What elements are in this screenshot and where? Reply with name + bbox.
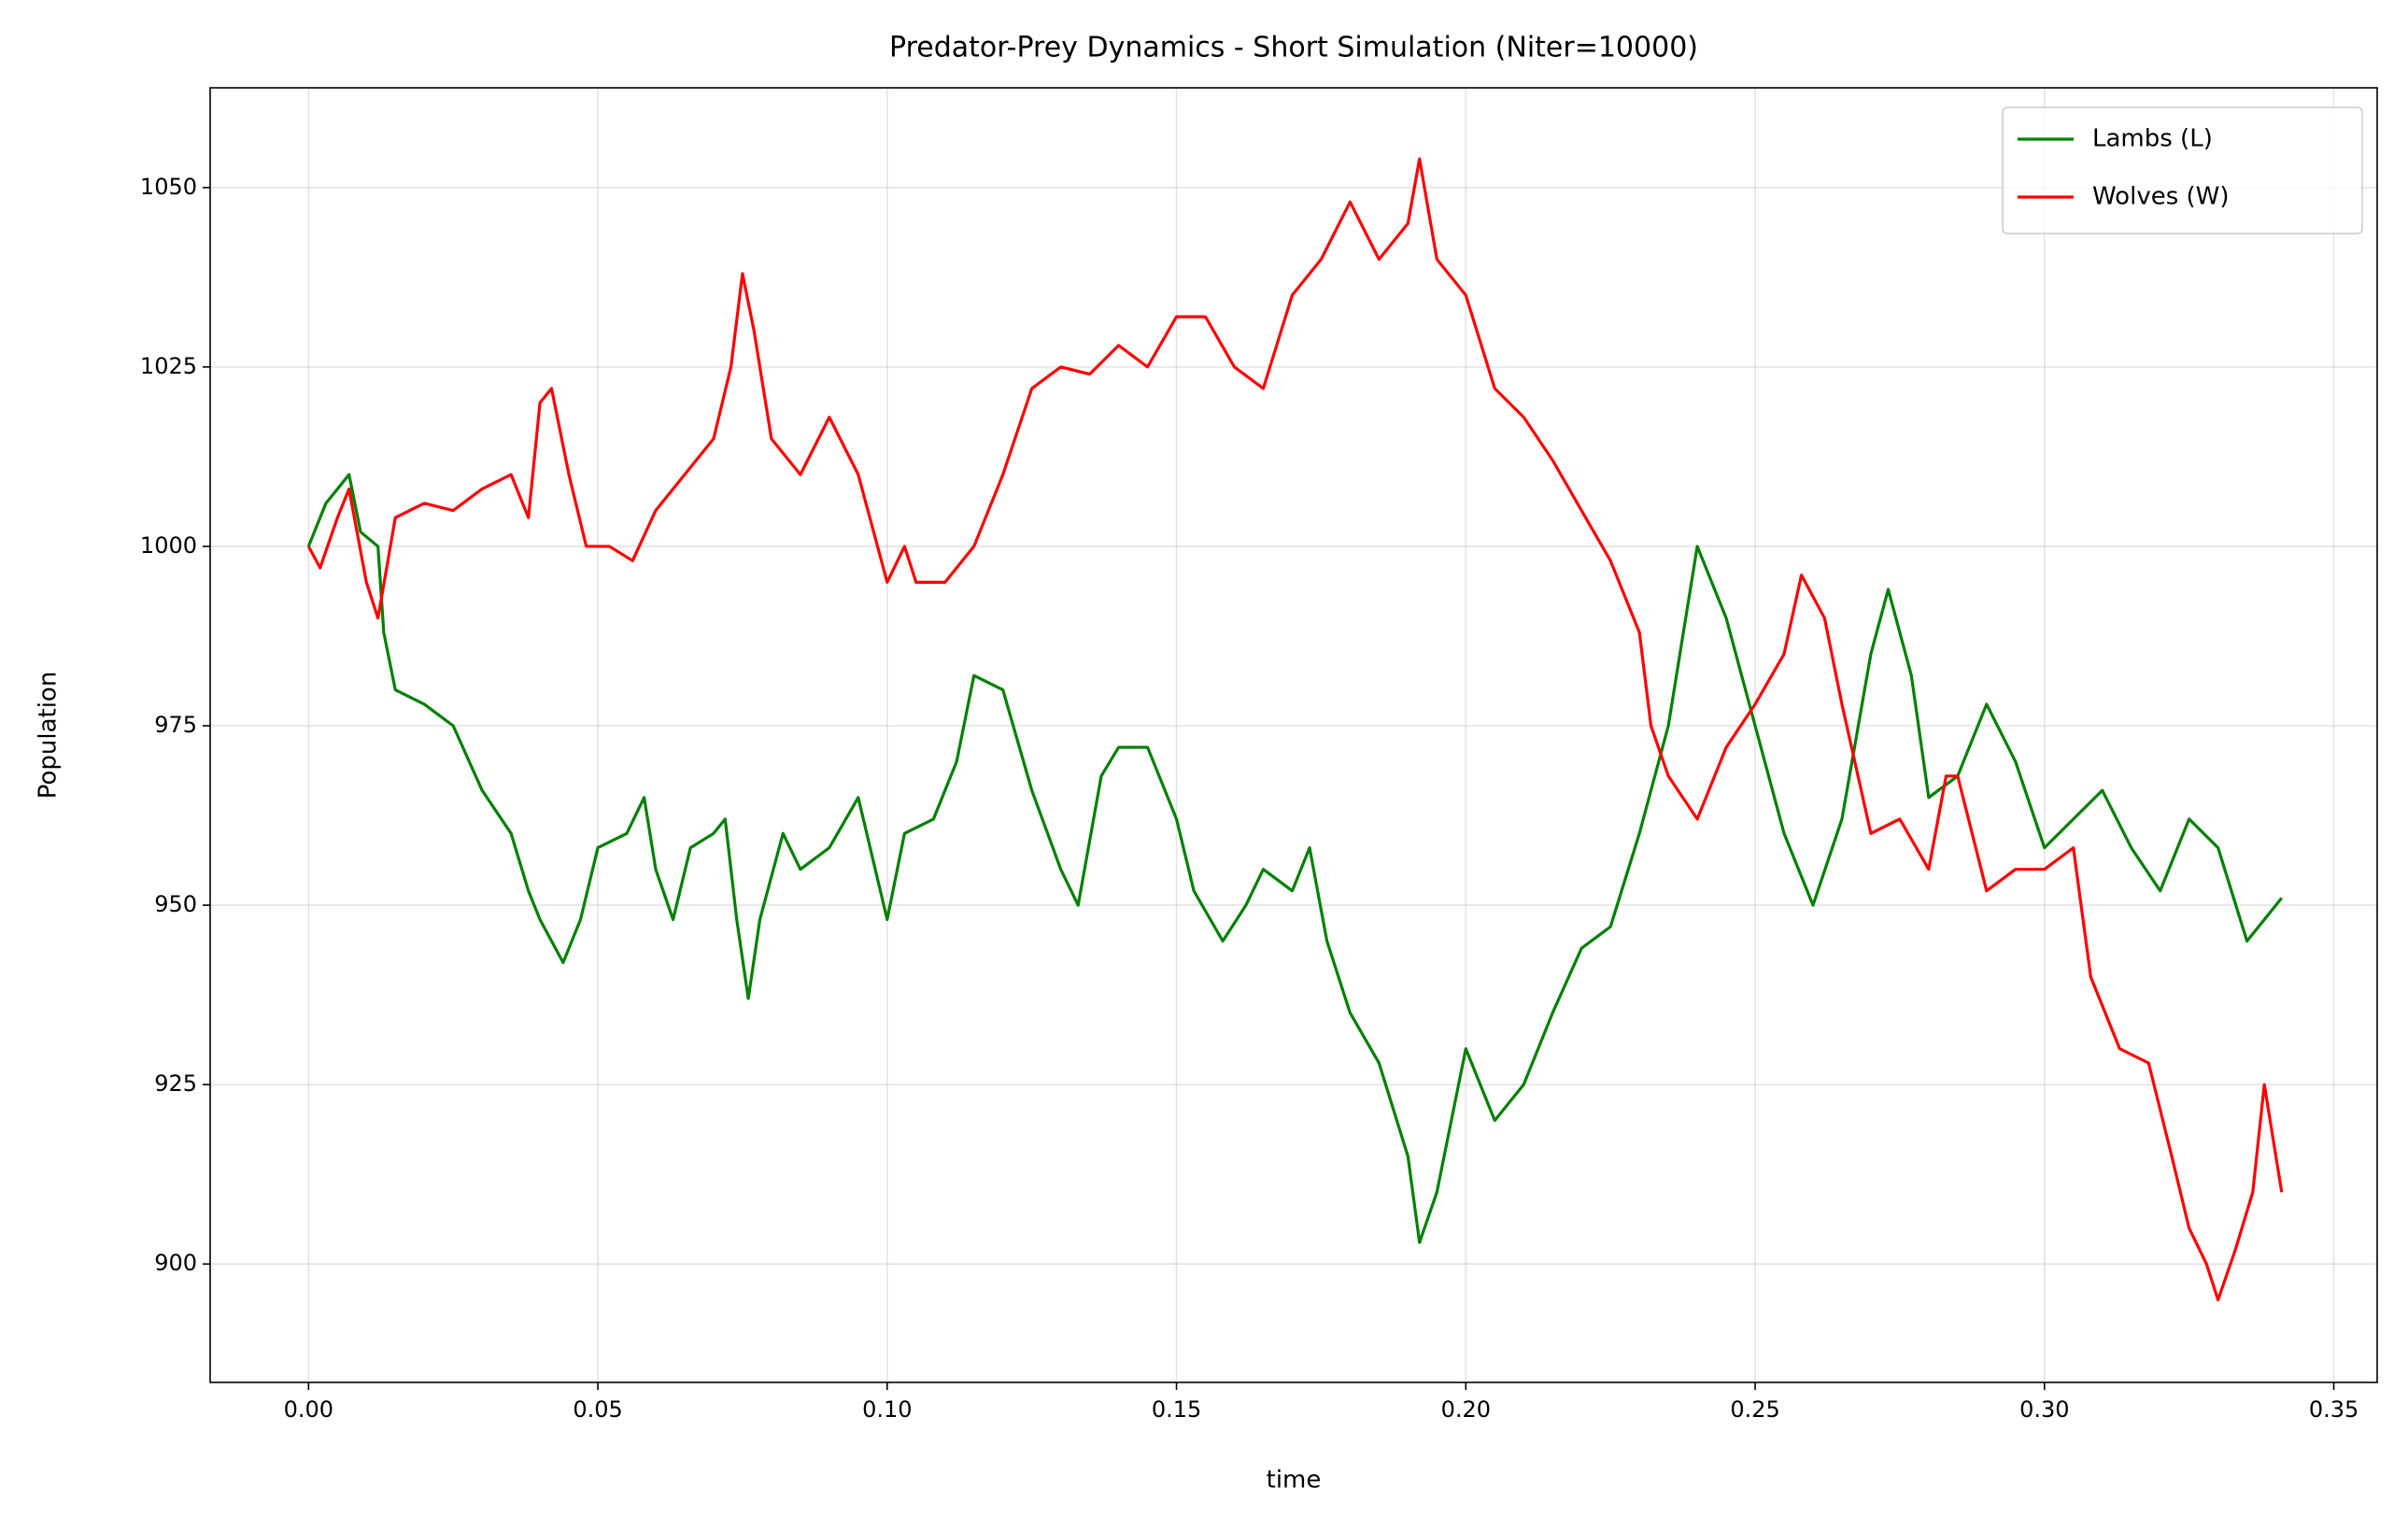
line-series bbox=[306, 157, 2284, 1302]
y-tick-label: 1000 bbox=[140, 532, 197, 559]
x-tick-label: 0.20 bbox=[1441, 1396, 1491, 1423]
y-tick-label: 950 bbox=[154, 891, 197, 917]
y-tick-label: 1025 bbox=[140, 353, 197, 379]
chart-title: Predator-Prey Dynamics - Short Simulatio… bbox=[889, 32, 1698, 64]
y-tick-label: 900 bbox=[154, 1250, 197, 1276]
x-tick-label: 0.35 bbox=[2309, 1396, 2358, 1423]
x-tick-label: 0.10 bbox=[862, 1396, 912, 1423]
y-tick-label: 1050 bbox=[140, 174, 197, 200]
legend-label: Wolves (W) bbox=[2092, 183, 2230, 211]
legend-box bbox=[2002, 106, 2363, 234]
x-tick-label: 0.25 bbox=[1730, 1396, 1779, 1423]
y-tick-label: 925 bbox=[154, 1070, 197, 1097]
legend-label: Lambs (L) bbox=[2092, 125, 2213, 153]
x-axis-label: time bbox=[1267, 1466, 1322, 1495]
legend: Lambs (L) Wolves (W) bbox=[2002, 106, 2363, 234]
x-tick-label: 0.15 bbox=[1152, 1396, 1201, 1423]
x-tick-label: 0.00 bbox=[284, 1396, 333, 1423]
line-series bbox=[306, 473, 2284, 1244]
plot-frame bbox=[209, 87, 2378, 1383]
y-tick-label: 975 bbox=[154, 712, 197, 738]
y-axis-label: Population bbox=[35, 672, 63, 800]
x-tick-label: 0.05 bbox=[573, 1396, 622, 1423]
x-tick-label: 0.30 bbox=[2019, 1396, 2069, 1423]
